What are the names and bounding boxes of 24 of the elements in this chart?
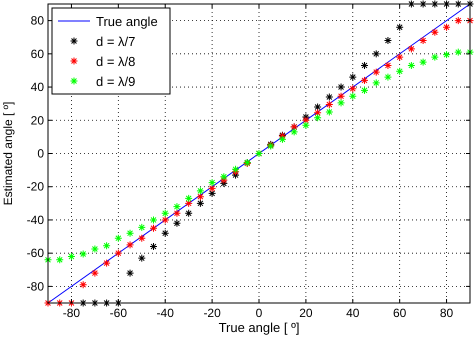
- y-tick-label: -60: [26, 246, 44, 260]
- y-tick-label: 60: [30, 46, 44, 61]
- y-tick-label: -80: [26, 279, 44, 294]
- x-tick-label: 40: [346, 306, 360, 320]
- x-tick-label: -20: [203, 306, 222, 320]
- legend-label: d = λ/7: [96, 34, 136, 49]
- y-tick-label: -40: [26, 212, 44, 227]
- y-tick-label: -20: [26, 180, 44, 194]
- y-tick-label: 20: [30, 113, 44, 128]
- x-tick-label: 80: [440, 306, 454, 320]
- x-tick-label: 0: [256, 306, 263, 320]
- y-tick-label: 80: [30, 14, 44, 28]
- legend-label: d = λ/8: [96, 54, 136, 69]
- y-tick-label: 0: [37, 146, 44, 160]
- x-tick-label: -80: [62, 306, 80, 320]
- legend-label: True angle: [96, 14, 158, 29]
- legend-label: d = λ/9: [96, 74, 136, 89]
- y-tick-label: 40: [30, 80, 44, 94]
- x-tick-label: -60: [110, 306, 128, 320]
- x-tick-label: 60: [392, 306, 407, 320]
- x-tick-label: -40: [156, 306, 174, 320]
- x-tick-label: 20: [299, 306, 313, 320]
- x-axis-title: True angle [ º]: [218, 320, 300, 335]
- y-axis-title: Estimated angle [ º]: [1, 102, 15, 206]
